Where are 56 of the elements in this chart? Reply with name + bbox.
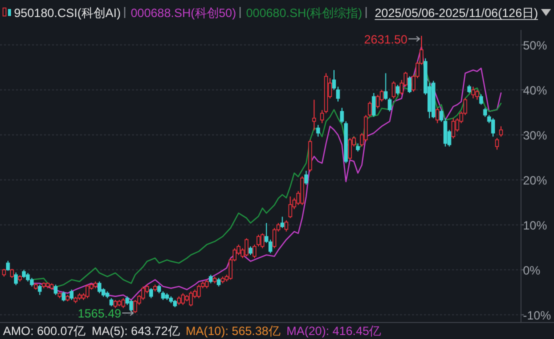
candlestick [435, 107, 440, 124]
y-tick-label: 50% [523, 38, 548, 52]
candlestick [348, 137, 352, 161]
candlestick [14, 272, 18, 286]
y-tick-label: 30% [523, 128, 548, 142]
candlestick [98, 281, 102, 294]
candlestick [396, 84, 400, 96]
candlestick [372, 92, 376, 118]
candlestick [272, 227, 276, 249]
candlestick [495, 137, 499, 150]
candlestick [121, 298, 126, 309]
text: 000688.SH(科创50) [130, 6, 236, 20]
candlestick [62, 290, 66, 302]
candlestick [312, 99, 316, 131]
text: MA(10): 565.38亿 [186, 324, 280, 338]
candlestick [479, 94, 484, 106]
legend-label: 950180.CSI(科创AI) [14, 6, 121, 20]
candlestick [499, 126, 503, 138]
candlestick [316, 124, 320, 138]
y-tick-label: 40% [523, 83, 548, 98]
candlestick [451, 118, 456, 139]
y-tick-label: 20% [523, 173, 548, 188]
candlestick [244, 238, 248, 257]
candlestick [149, 288, 154, 299]
candlestick [181, 292, 185, 306]
candlestick [284, 220, 288, 232]
annotation: 1565.49 [78, 306, 122, 320]
candlestick [70, 289, 74, 300]
y-tick-label: 10% [523, 218, 548, 232]
candlestick [86, 284, 90, 299]
candlestick [188, 290, 193, 307]
text: MA(20): 416.45亿 [286, 324, 382, 338]
candlestick [408, 76, 412, 94]
candlestick [6, 260, 10, 272]
candlestick [392, 80, 396, 99]
candlestick [141, 286, 146, 300]
y-tick-label: -10% [523, 308, 552, 322]
candlestick [304, 170, 308, 186]
annotation: 2631.50 [364, 32, 408, 46]
text: AMO: 600.07亿 [3, 324, 86, 338]
candlestick [280, 216, 284, 228]
candlestick [471, 86, 476, 99]
candlestick [475, 89, 480, 100]
candlestick [38, 284, 42, 296]
candlestick [260, 232, 264, 249]
chart-title: 2025/05/06-2025/11/06(126日) [374, 6, 538, 20]
candlestick [288, 196, 292, 219]
y-tick-label: 0% [523, 263, 541, 278]
candlestick [491, 118, 495, 138]
candlestick [54, 284, 58, 296]
candlestick [196, 284, 201, 299]
candlestick [133, 299, 138, 314]
text: 000680.SH(科创综指) [246, 6, 362, 20]
candlestick [376, 94, 380, 109]
candlestick [340, 107, 344, 124]
text: MA(5): 643.72亿 [92, 324, 180, 338]
